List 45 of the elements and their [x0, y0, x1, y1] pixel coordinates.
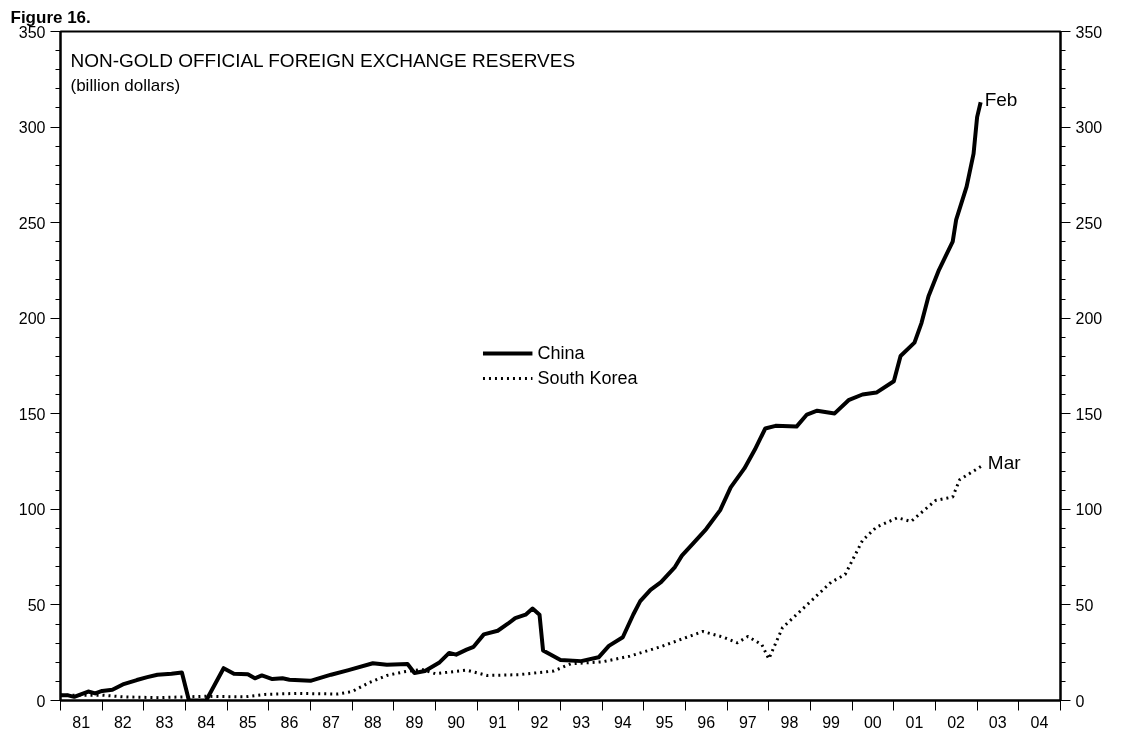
y2-tick-label: 0	[1075, 692, 1085, 710]
y-tick-label: 250	[18, 214, 46, 232]
x-tick-label: 90	[447, 713, 466, 731]
x-tick-label: 01	[905, 713, 924, 731]
x-tick-label: 87	[322, 713, 341, 731]
x-tick-label: 98	[780, 713, 799, 731]
text: (billion dollars)	[70, 75, 181, 95]
y-tick-label: 200	[18, 310, 46, 328]
x-tick-label: 84	[197, 713, 216, 731]
y-tick-label: 50	[27, 596, 46, 614]
annotation: Feb	[984, 89, 1018, 111]
x-tick-label: 89	[405, 713, 424, 731]
y2-tick-label: 300	[1075, 119, 1103, 137]
x-tick-label: 93	[572, 713, 591, 731]
x-tick-label: 86	[280, 713, 299, 731]
annotation: Mar	[987, 451, 1022, 473]
x-tick-label: 99	[822, 713, 841, 731]
x-tick-label: 85	[238, 713, 257, 731]
y2-tick-label: 200	[1075, 310, 1103, 328]
y-tick-label: 150	[18, 405, 46, 423]
y-tick-label: 0	[36, 692, 46, 710]
x-tick-label: 02	[947, 713, 966, 731]
x-tick-label: 96	[697, 713, 716, 731]
text: NON-GOLD OFFICIAL FOREIGN EXCHANGE RESERVES	[70, 49, 576, 71]
x-tick-label: 82	[113, 713, 132, 731]
x-tick-label: 83	[155, 713, 174, 731]
x-tick-label: 91	[488, 713, 507, 731]
y2-tick-label: 50	[1075, 596, 1094, 614]
legend-label: South Korea	[537, 367, 638, 389]
x-tick-label: 03	[988, 713, 1007, 731]
y2-tick-label: 350	[1075, 23, 1103, 41]
x-tick-label: 04	[1030, 713, 1049, 731]
legend-label: China	[537, 342, 585, 364]
y-tick-label: 300	[18, 119, 46, 137]
x-tick-label: 00	[863, 713, 882, 731]
y2-tick-label: 250	[1075, 214, 1103, 232]
x-tick-label: 95	[655, 713, 674, 731]
y2-tick-label: 150	[1075, 405, 1103, 423]
x-tick-label: 92	[530, 713, 549, 731]
x-tick-label: 94	[613, 713, 632, 731]
x-tick-label: 81	[72, 713, 91, 731]
y-tick-label: 100	[18, 501, 46, 519]
x-tick-label: 88	[363, 713, 382, 731]
y2-tick-label: 100	[1075, 501, 1103, 519]
x-tick-label: 97	[738, 713, 757, 731]
